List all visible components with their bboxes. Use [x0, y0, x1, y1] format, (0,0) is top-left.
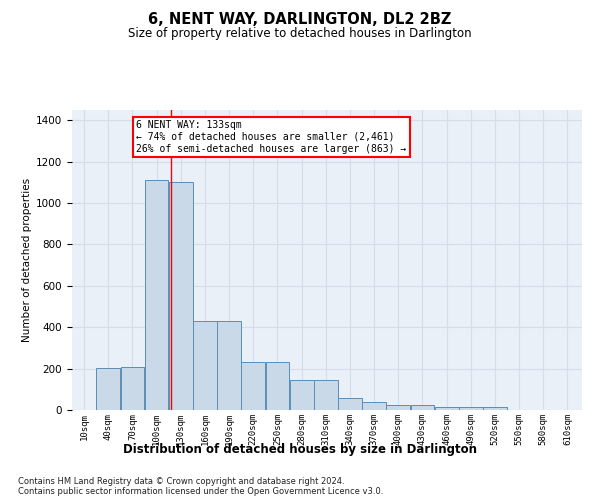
Bar: [314, 380, 338, 410]
Text: 6 NENT WAY: 133sqm
← 74% of detached houses are smaller (2,461)
26% of semi-deta: 6 NENT WAY: 133sqm ← 74% of detached hou…: [136, 120, 407, 154]
Bar: [290, 380, 314, 410]
Text: Distribution of detached houses by size in Darlington: Distribution of detached houses by size …: [123, 442, 477, 456]
Bar: [338, 398, 362, 410]
Text: Contains HM Land Registry data © Crown copyright and database right 2024.: Contains HM Land Registry data © Crown c…: [18, 478, 344, 486]
Bar: [97, 368, 120, 410]
Bar: [266, 362, 289, 410]
Bar: [217, 321, 241, 410]
Bar: [241, 362, 265, 410]
Bar: [145, 180, 169, 410]
Bar: [386, 405, 410, 410]
Bar: [483, 407, 507, 410]
Text: Contains public sector information licensed under the Open Government Licence v3: Contains public sector information licen…: [18, 488, 383, 496]
Text: Size of property relative to detached houses in Darlington: Size of property relative to detached ho…: [128, 28, 472, 40]
Bar: [193, 321, 217, 410]
Bar: [121, 366, 145, 410]
Bar: [169, 182, 193, 410]
Text: 6, NENT WAY, DARLINGTON, DL2 2BZ: 6, NENT WAY, DARLINGTON, DL2 2BZ: [148, 12, 452, 28]
Bar: [410, 405, 434, 410]
Bar: [362, 402, 386, 410]
Bar: [459, 407, 482, 410]
Bar: [435, 407, 458, 410]
Y-axis label: Number of detached properties: Number of detached properties: [22, 178, 32, 342]
